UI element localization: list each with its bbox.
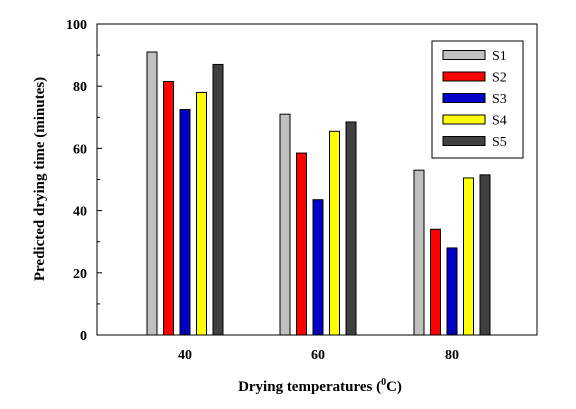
legend-swatch-s5 <box>442 136 486 146</box>
x-tick-label: 60 <box>311 348 325 363</box>
bar-s3-80 <box>446 247 458 336</box>
bars-layer <box>146 51 491 336</box>
y-tick-label: 80 <box>73 80 87 95</box>
legend-label-s5: S5 <box>492 135 507 150</box>
bar-s2-80 <box>430 228 441 336</box>
bar-s4-40 <box>196 91 207 336</box>
bar-s2-40 <box>163 81 174 336</box>
x-tick-label: 80 <box>445 348 459 363</box>
legend-swatch-s2 <box>442 71 486 82</box>
x-axis-title-main: Drying temperatures ( <box>238 379 381 395</box>
bar-s1-40 <box>146 51 158 336</box>
legend-swatch-s4 <box>442 114 486 125</box>
bar-s3-40 <box>179 109 191 336</box>
bar-s4-80 <box>463 177 474 336</box>
bar-s5-40 <box>212 63 224 336</box>
y-axis-title: Predicted drying time (minutes) <box>32 77 48 281</box>
legend-label-s3: S3 <box>492 92 507 107</box>
x-axis-title-superscript: 0 <box>381 377 386 388</box>
x-tick-label: 40 <box>178 348 192 363</box>
bar-s5-80 <box>479 174 491 336</box>
legend-label-s4: S4 <box>492 114 507 129</box>
axes-layer: 0 20 40 60 80 100 40 60 80 <box>66 18 459 363</box>
legend: S1 S2 S3 S4 S5 <box>431 40 524 159</box>
y-tick-label: 40 <box>73 205 87 220</box>
bar-s3-60 <box>312 199 324 336</box>
bar-s1-80 <box>413 169 425 336</box>
legend-swatch-s3 <box>442 93 486 103</box>
legend-swatch-s1 <box>442 50 486 60</box>
x-axis-title: Drying temperatures (0C) <box>238 377 402 395</box>
bar-s2-60 <box>296 152 307 336</box>
bar-s1-60 <box>279 113 291 336</box>
y-tick-label: 100 <box>66 18 87 33</box>
y-tick-label: 20 <box>73 267 87 282</box>
legend-label-s2: S2 <box>492 71 507 86</box>
x-axis-title-suffix: C) <box>386 379 402 395</box>
y-tick-label: 0 <box>80 329 87 344</box>
y-tick-label: 60 <box>73 142 87 157</box>
bar-s4-60 <box>329 130 340 336</box>
legend-label-s1: S1 <box>492 49 507 64</box>
bar-s5-60 <box>345 121 357 336</box>
